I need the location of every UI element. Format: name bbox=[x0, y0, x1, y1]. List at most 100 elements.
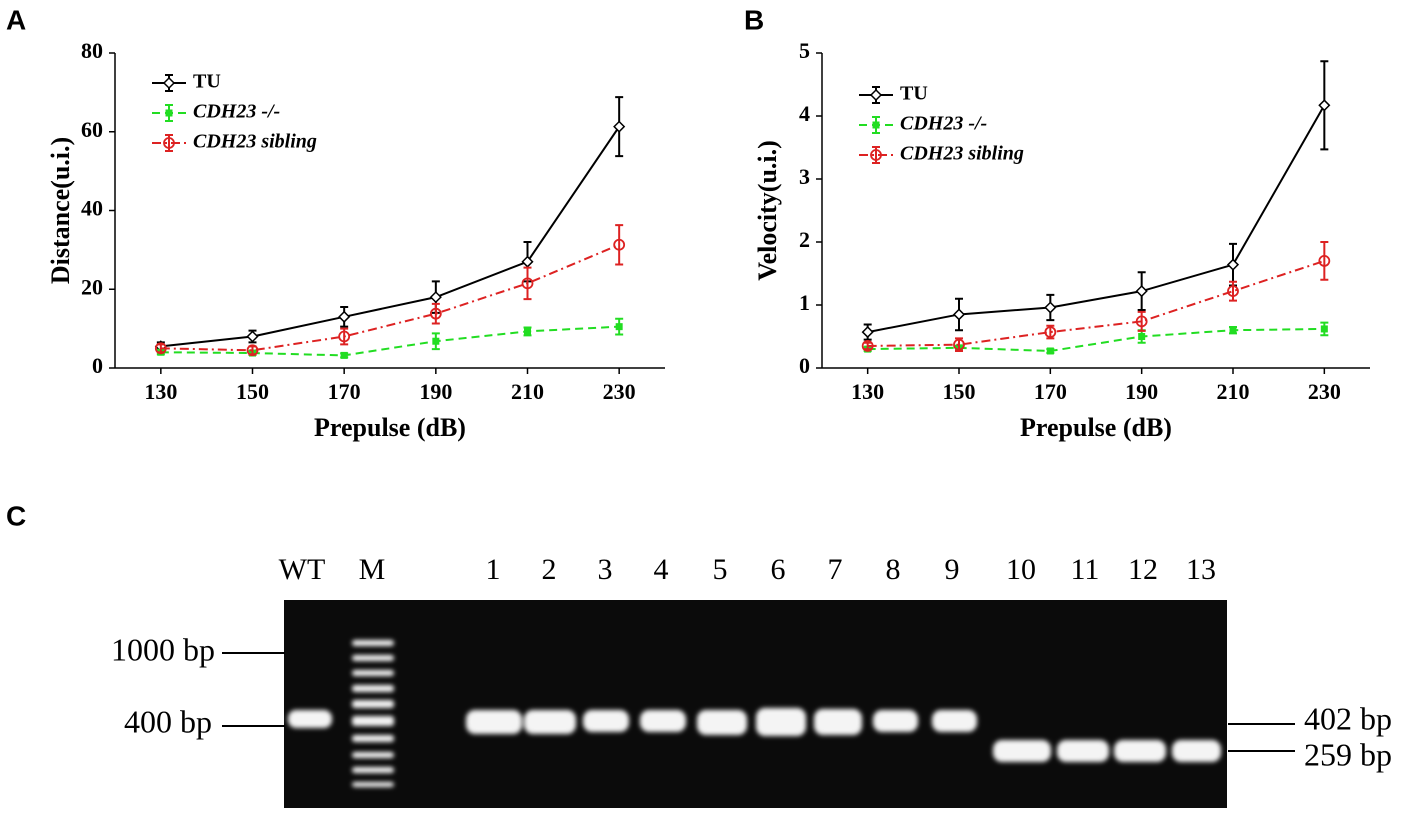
y-tick-label: 2 bbox=[799, 227, 810, 252]
legend-label: CDH23 -/- bbox=[900, 113, 987, 135]
size-label: 402 bp bbox=[1304, 700, 1392, 736]
marker bbox=[1318, 254, 1331, 267]
error-bar bbox=[523, 266, 532, 301]
series-line bbox=[867, 327, 1325, 352]
y-axis-title: Velocity(u.i.) bbox=[753, 140, 782, 281]
y-tick-label: 80 bbox=[81, 38, 103, 63]
y-tick-label: 1 bbox=[799, 290, 810, 315]
lane-label: 1 bbox=[486, 553, 501, 586]
marker bbox=[1318, 99, 1331, 112]
gel-bands bbox=[288, 640, 1221, 787]
lane-label: 11 bbox=[1071, 553, 1100, 586]
marker bbox=[1044, 326, 1057, 338]
error-bar bbox=[431, 302, 440, 325]
error-bar bbox=[1137, 310, 1146, 332]
y-tick-label: 5 bbox=[799, 38, 810, 63]
lane-label: 5 bbox=[713, 553, 728, 586]
marker bbox=[246, 330, 259, 343]
marker bbox=[1044, 301, 1057, 314]
lane-label: 3 bbox=[598, 553, 613, 586]
x-axis-title: Prepulse (dB) bbox=[1020, 413, 1172, 442]
marker bbox=[429, 291, 442, 304]
x-tick-label: 210 bbox=[1217, 379, 1250, 404]
marker bbox=[615, 323, 623, 331]
error-bar bbox=[1320, 241, 1329, 281]
lane-label: 2 bbox=[542, 553, 557, 586]
lane-label: 4 bbox=[654, 553, 669, 586]
y-tick-label: 20 bbox=[81, 274, 103, 299]
marker bbox=[1226, 258, 1240, 271]
x-tick-label: 150 bbox=[236, 379, 269, 404]
marker bbox=[163, 137, 175, 149]
lane-label: 10 bbox=[1006, 553, 1036, 586]
error-bar bbox=[1229, 280, 1237, 302]
panel-label: A bbox=[6, 4, 26, 35]
marker bbox=[869, 88, 883, 102]
lane-label: 9 bbox=[945, 553, 960, 586]
lane-label: 12 bbox=[1128, 553, 1158, 586]
panel-label: B bbox=[744, 4, 764, 35]
marker bbox=[952, 308, 966, 321]
size-label: 400 bp bbox=[124, 703, 212, 739]
marker bbox=[154, 342, 167, 355]
marker bbox=[1227, 285, 1239, 298]
lane-label: 7 bbox=[828, 553, 843, 586]
marker bbox=[1229, 326, 1237, 334]
marker bbox=[165, 109, 173, 117]
size-label: 1000 bp bbox=[111, 631, 215, 667]
lane-label: 6 bbox=[771, 553, 786, 586]
marker bbox=[861, 326, 874, 339]
marker bbox=[524, 327, 531, 335]
lane-label: 8 bbox=[886, 553, 901, 586]
legend-label: CDH23 -/- bbox=[193, 101, 280, 123]
x-tick-label: 210 bbox=[511, 379, 544, 404]
lane-label: M bbox=[359, 553, 386, 586]
x-tick-label: 230 bbox=[1308, 379, 1341, 404]
x-tick-label: 130 bbox=[851, 379, 884, 404]
marker bbox=[870, 149, 882, 161]
x-tick-label: 190 bbox=[419, 379, 452, 404]
x-tick-label: 230 bbox=[603, 379, 636, 404]
marker bbox=[861, 340, 874, 352]
lane-label: WT bbox=[279, 553, 326, 586]
error-bar bbox=[863, 341, 872, 351]
size-label: 259 bp bbox=[1304, 736, 1392, 772]
series-line bbox=[867, 259, 1325, 347]
gel bbox=[284, 600, 1227, 808]
marker bbox=[613, 120, 626, 133]
marker bbox=[1046, 347, 1054, 355]
marker bbox=[521, 277, 534, 290]
legend-label: TU bbox=[900, 83, 928, 105]
x-tick-label: 150 bbox=[943, 379, 976, 404]
marker bbox=[162, 76, 176, 90]
series-line bbox=[160, 325, 620, 357]
y-tick-label: 3 bbox=[799, 164, 810, 189]
y-axis-title: Distance(u.i.) bbox=[46, 137, 75, 284]
marker bbox=[1135, 285, 1148, 298]
marker bbox=[953, 338, 965, 351]
legend-label: CDH23 sibling bbox=[193, 131, 317, 153]
x-tick-label: 170 bbox=[328, 379, 361, 404]
x-tick-label: 130 bbox=[144, 379, 177, 404]
marker bbox=[338, 330, 351, 343]
marker bbox=[246, 344, 259, 357]
x-tick-label: 170 bbox=[1034, 379, 1067, 404]
marker bbox=[872, 121, 880, 129]
marker bbox=[429, 307, 442, 320]
series-line bbox=[160, 243, 620, 352]
y-tick-label: 0 bbox=[92, 353, 103, 378]
marker bbox=[338, 310, 351, 323]
marker bbox=[1320, 325, 1328, 333]
lane-label: 13 bbox=[1186, 553, 1216, 586]
x-axis-title: Prepulse (dB) bbox=[314, 413, 466, 442]
marker bbox=[613, 238, 626, 251]
y-tick-label: 40 bbox=[81, 196, 103, 221]
marker bbox=[1135, 315, 1148, 328]
panel-label: C bbox=[6, 500, 26, 531]
marker bbox=[432, 337, 440, 345]
x-tick-label: 190 bbox=[1125, 379, 1158, 404]
gel-panel: WT M 1 2 3 4 5 6 7 8 9 10 11 12 13 1000 … bbox=[111, 553, 1392, 808]
y-tick-label: 4 bbox=[799, 101, 810, 126]
legend-label: TU bbox=[193, 71, 221, 93]
